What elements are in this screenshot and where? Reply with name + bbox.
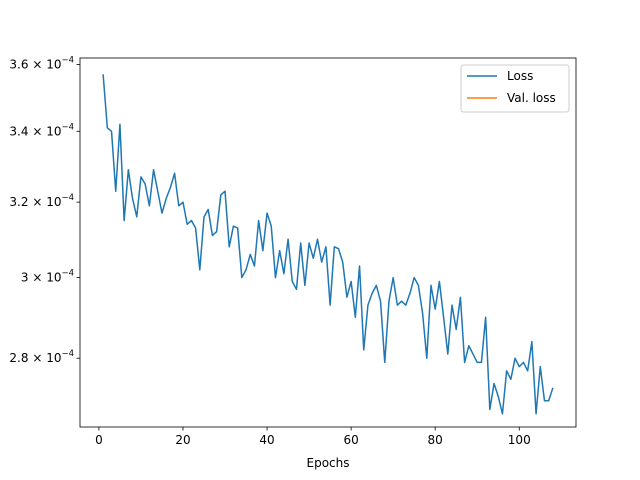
x-tick-label: 60 — [343, 433, 358, 447]
x-axis: 0 20 40 60 80 100 — [95, 427, 531, 447]
y-axis: 2.8 × 10−4 3 × 10−4 3.2 × 10−4 3.4 × 10−4 3.… — [9, 55, 80, 365]
series-layer — [102, 74, 554, 415]
y-tick-label: 3.2 × 10−4 — [9, 193, 74, 209]
series-line-loss — [102, 74, 554, 415]
y-tick-label: 3 × 10−4 — [21, 269, 74, 285]
plot-area — [80, 58, 576, 427]
x-tick-label: 40 — [259, 433, 274, 447]
x-tick-label: 20 — [175, 433, 190, 447]
legend-label-val-loss: Val. loss — [507, 91, 556, 105]
y-tick-label: 3.6 × 10−4 — [9, 55, 74, 71]
legend: Loss Val. loss — [460, 64, 570, 113]
x-tick-label: 0 — [95, 433, 103, 447]
x-axis-title: Epochs — [307, 456, 350, 470]
legend-label-loss: Loss — [507, 69, 533, 83]
y-tick-label: 3.4 × 10−4 — [9, 122, 74, 138]
x-tick-label: 100 — [508, 433, 531, 447]
plot-frame — [79, 57, 577, 428]
x-tick-label: 80 — [428, 433, 443, 447]
y-tick-label: 2.8 × 10−4 — [9, 349, 74, 365]
